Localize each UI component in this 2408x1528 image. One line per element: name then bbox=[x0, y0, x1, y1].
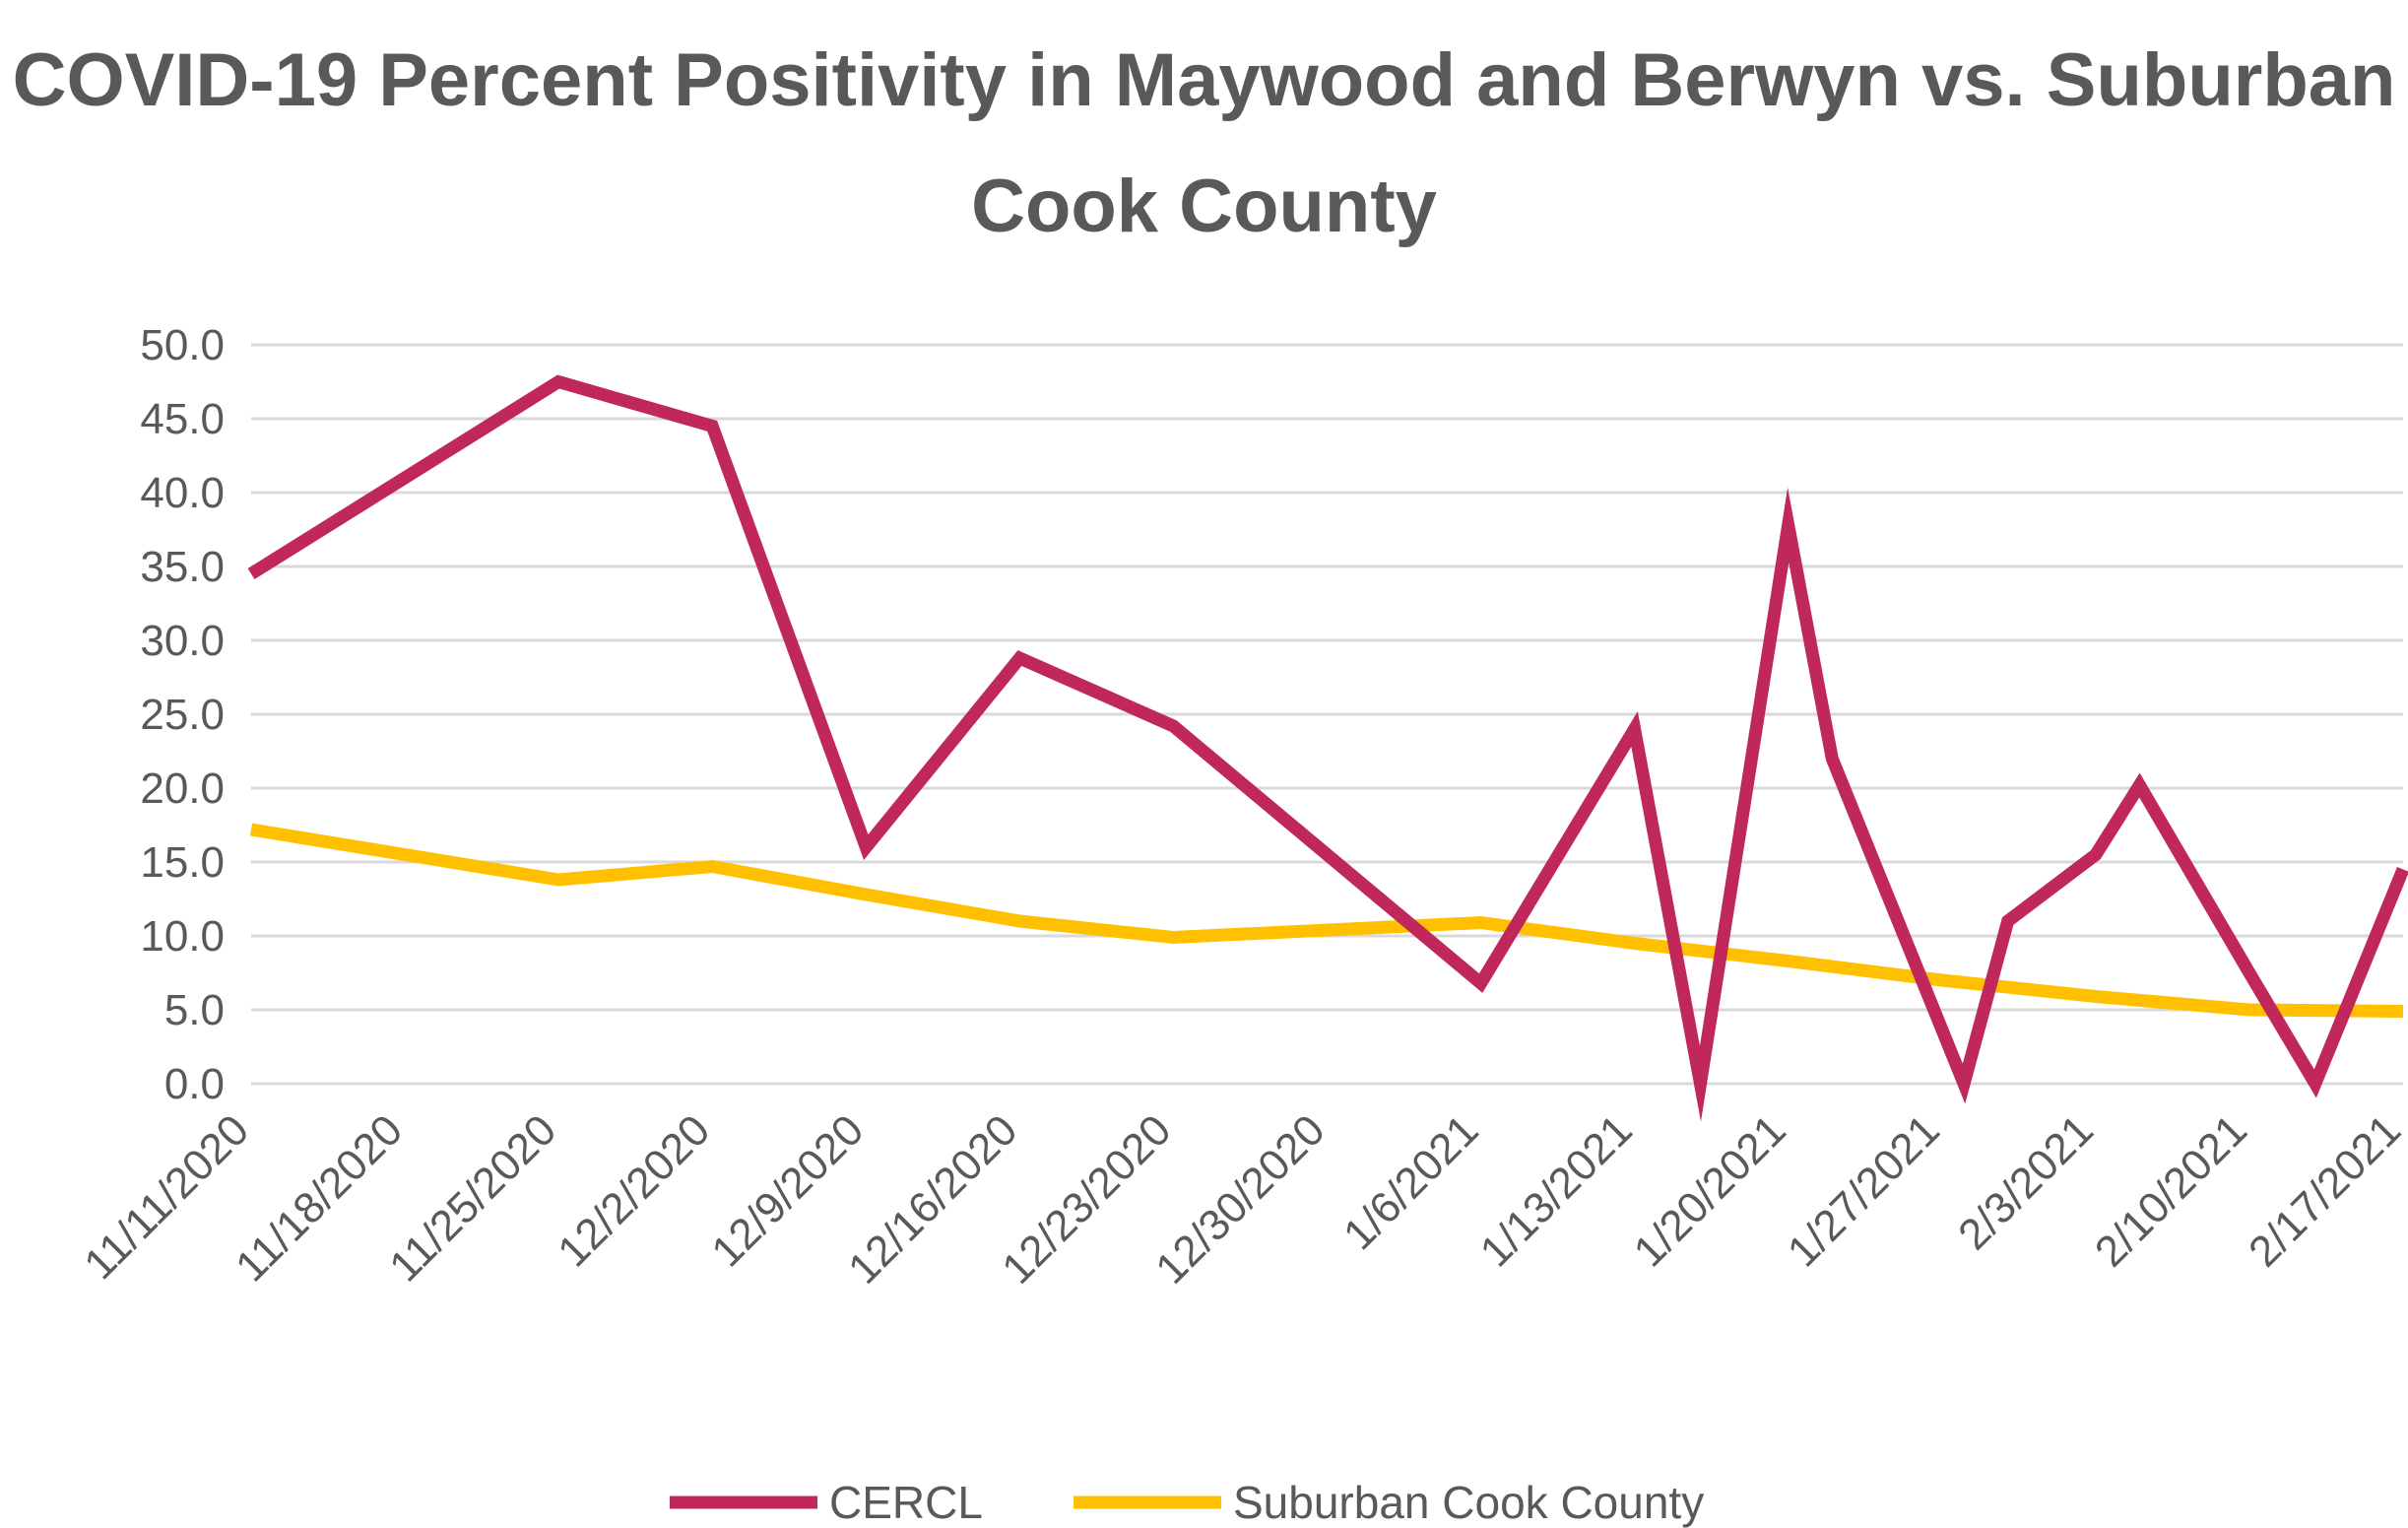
x-tick-label: 1/13/2021 bbox=[1471, 1105, 1642, 1276]
y-tick-label: 10.0 bbox=[140, 912, 225, 961]
gridlines bbox=[251, 343, 2403, 1086]
y-axis-ticks: 0.0 5.0 10.0 15.0 20.0 25.0 30.0 35.0 40.0 45.0 50… bbox=[140, 321, 225, 1108]
y-tick-label: 30.0 bbox=[140, 617, 225, 665]
x-tick-label: 11/18/2020 bbox=[227, 1105, 412, 1291]
x-tick-label: 11/25/2020 bbox=[380, 1105, 565, 1291]
y-tick-label: 40.0 bbox=[140, 469, 225, 517]
x-tick-label: 1/20/2021 bbox=[1625, 1105, 1795, 1276]
x-tick-label: 2/3/2021 bbox=[1949, 1105, 2103, 1259]
series-lines bbox=[247, 374, 2408, 1122]
series-line-cercl bbox=[247, 374, 2408, 1122]
x-tick-label: 1/27/2021 bbox=[1779, 1105, 1949, 1276]
x-tick-label: 2/17/2021 bbox=[2240, 1105, 2408, 1276]
y-tick-label: 15.0 bbox=[140, 838, 225, 887]
y-tick-label: 35.0 bbox=[140, 543, 225, 591]
y-tick-label: 50.0 bbox=[140, 321, 225, 369]
y-tick-label: 5.0 bbox=[164, 986, 225, 1034]
x-axis-ticks: 11/11/202011/18/202011/25/202012/2/20201… bbox=[75, 1105, 2408, 1293]
x-tick-label: 2/10/2021 bbox=[2086, 1105, 2256, 1276]
y-tick-label: 0.0 bbox=[164, 1060, 225, 1108]
x-tick-label: 1/6/2021 bbox=[1334, 1105, 1488, 1259]
legend-label-suburban-cook-county: Suburban Cook County bbox=[1233, 1477, 1704, 1528]
x-tick-label: 12/2/2020 bbox=[549, 1105, 719, 1276]
series-line-suburban-cook-county bbox=[249, 823, 2404, 1018]
y-tick-label: 45.0 bbox=[140, 395, 225, 443]
chart-title: COVID-19 Percent Positivity in Maywood a… bbox=[12, 38, 2396, 248]
y-tick-label: 25.0 bbox=[140, 691, 225, 739]
legend: CERCL Suburban Cook County bbox=[670, 1477, 1704, 1528]
x-tick-label: 12/30/2020 bbox=[1146, 1105, 1334, 1293]
y-tick-label: 20.0 bbox=[140, 764, 225, 813]
legend-label-cercl: CERCL bbox=[829, 1477, 983, 1528]
